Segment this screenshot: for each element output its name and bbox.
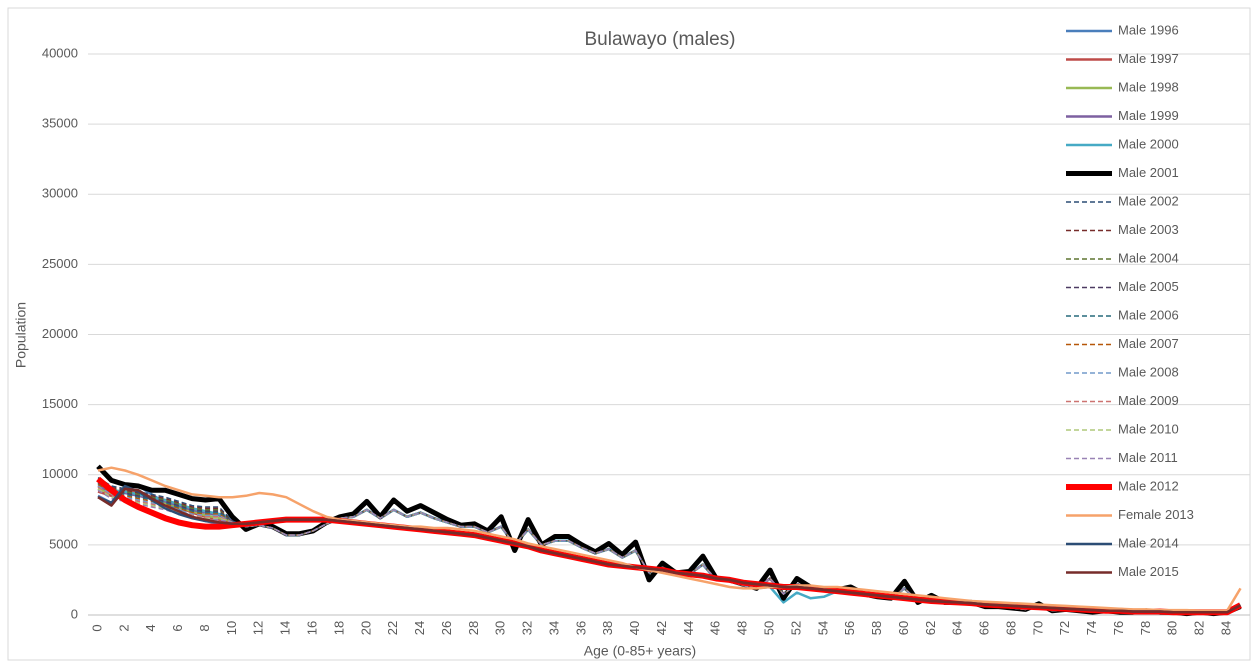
legend-label: Male 2010: [1118, 421, 1179, 436]
x-tick-label: 38: [600, 621, 615, 635]
legend-label: Male 2004: [1118, 250, 1179, 265]
x-tick-label: 16: [304, 621, 319, 635]
legend-label: Male 2008: [1118, 364, 1179, 379]
legend-label: Female 2013: [1118, 507, 1194, 522]
legend-label: Male 1996: [1118, 22, 1179, 37]
x-tick-label: 14: [278, 621, 293, 635]
x-tick-label: 2: [116, 624, 131, 631]
x-tick-label: 84: [1218, 621, 1233, 635]
legend-label: Male 2007: [1118, 336, 1179, 351]
x-tick-label: 58: [869, 621, 884, 635]
y-tick-label: 35000: [42, 116, 78, 131]
x-tick-label: 12: [251, 621, 266, 635]
legend-label: Male 2005: [1118, 279, 1179, 294]
x-tick-label: 52: [788, 621, 803, 635]
y-tick-label: 5000: [49, 536, 78, 551]
x-tick-label: 62: [923, 621, 938, 635]
chart-title: Bulawayo (males): [585, 29, 736, 50]
legend-label: Male 2006: [1118, 307, 1179, 322]
x-tick-label: 32: [520, 621, 535, 635]
legend-label: Male 2012: [1118, 478, 1179, 493]
x-tick-label: 10: [224, 621, 239, 635]
legend-label: Male 2000: [1118, 136, 1179, 151]
x-tick-label: 46: [708, 621, 723, 635]
x-tick-label: 24: [412, 621, 427, 635]
x-tick-label: 8: [197, 624, 212, 631]
y-axis-title: Population: [13, 302, 29, 368]
legend-label: Male 2011: [1118, 450, 1178, 465]
legend-label: Male 2002: [1118, 193, 1179, 208]
x-tick-label: 56: [842, 621, 857, 635]
x-tick-label: 6: [170, 624, 185, 631]
x-tick-label: 74: [1084, 621, 1099, 635]
x-tick-label: 4: [143, 624, 158, 631]
y-tick-label: 30000: [42, 186, 78, 201]
x-tick-label: 64: [950, 621, 965, 635]
x-tick-label: 0: [89, 624, 104, 631]
x-tick-label: 76: [1111, 621, 1126, 635]
y-tick-label: 25000: [42, 256, 78, 271]
x-tick-label: 48: [735, 621, 750, 635]
y-tick-label: 0: [71, 606, 78, 621]
x-tick-label: 68: [1003, 621, 1018, 635]
x-tick-label: 18: [331, 621, 346, 635]
x-axis-title: Age (0-85+ years): [584, 643, 696, 659]
x-tick-label: 28: [466, 621, 481, 635]
x-tick-label: 60: [896, 621, 911, 635]
legend-label: Male 2003: [1118, 222, 1179, 237]
x-tick-label: 72: [1057, 621, 1072, 635]
y-tick-label: 15000: [42, 396, 78, 411]
x-tick-label: 26: [439, 621, 454, 635]
x-tick-label: 40: [627, 621, 642, 635]
legend-label: Male 2009: [1118, 393, 1179, 408]
x-tick-label: 30: [493, 621, 508, 635]
series-line: [97, 487, 1242, 614]
x-tick-label: 20: [358, 621, 373, 635]
x-tick-label: 42: [654, 621, 669, 635]
legend-label: Male 2014: [1118, 535, 1179, 550]
x-tick-label: 80: [1165, 621, 1180, 635]
x-tick-label: 54: [815, 621, 830, 635]
x-tick-label: 50: [761, 621, 776, 635]
x-tick-label: 34: [546, 621, 561, 635]
x-tick-label: 78: [1138, 621, 1153, 635]
series-line: [97, 466, 1242, 613]
legend-label: Male 1998: [1118, 79, 1179, 94]
x-tick-label: 36: [573, 621, 588, 635]
x-tick-label: 44: [681, 621, 696, 635]
x-tick-label: 82: [1192, 621, 1207, 635]
legend-label: Male 2001: [1118, 165, 1179, 180]
y-tick-label: 20000: [42, 326, 78, 341]
y-tick-label: 10000: [42, 466, 78, 481]
y-tick-label: 40000: [42, 45, 78, 60]
legend-label: Male 2015: [1118, 564, 1179, 579]
legend-label: Male 1997: [1118, 51, 1179, 66]
x-tick-label: 22: [385, 621, 400, 635]
legend-label: Male 1999: [1118, 108, 1179, 123]
x-tick-label: 66: [977, 621, 992, 635]
x-tick-label: 70: [1030, 621, 1045, 635]
